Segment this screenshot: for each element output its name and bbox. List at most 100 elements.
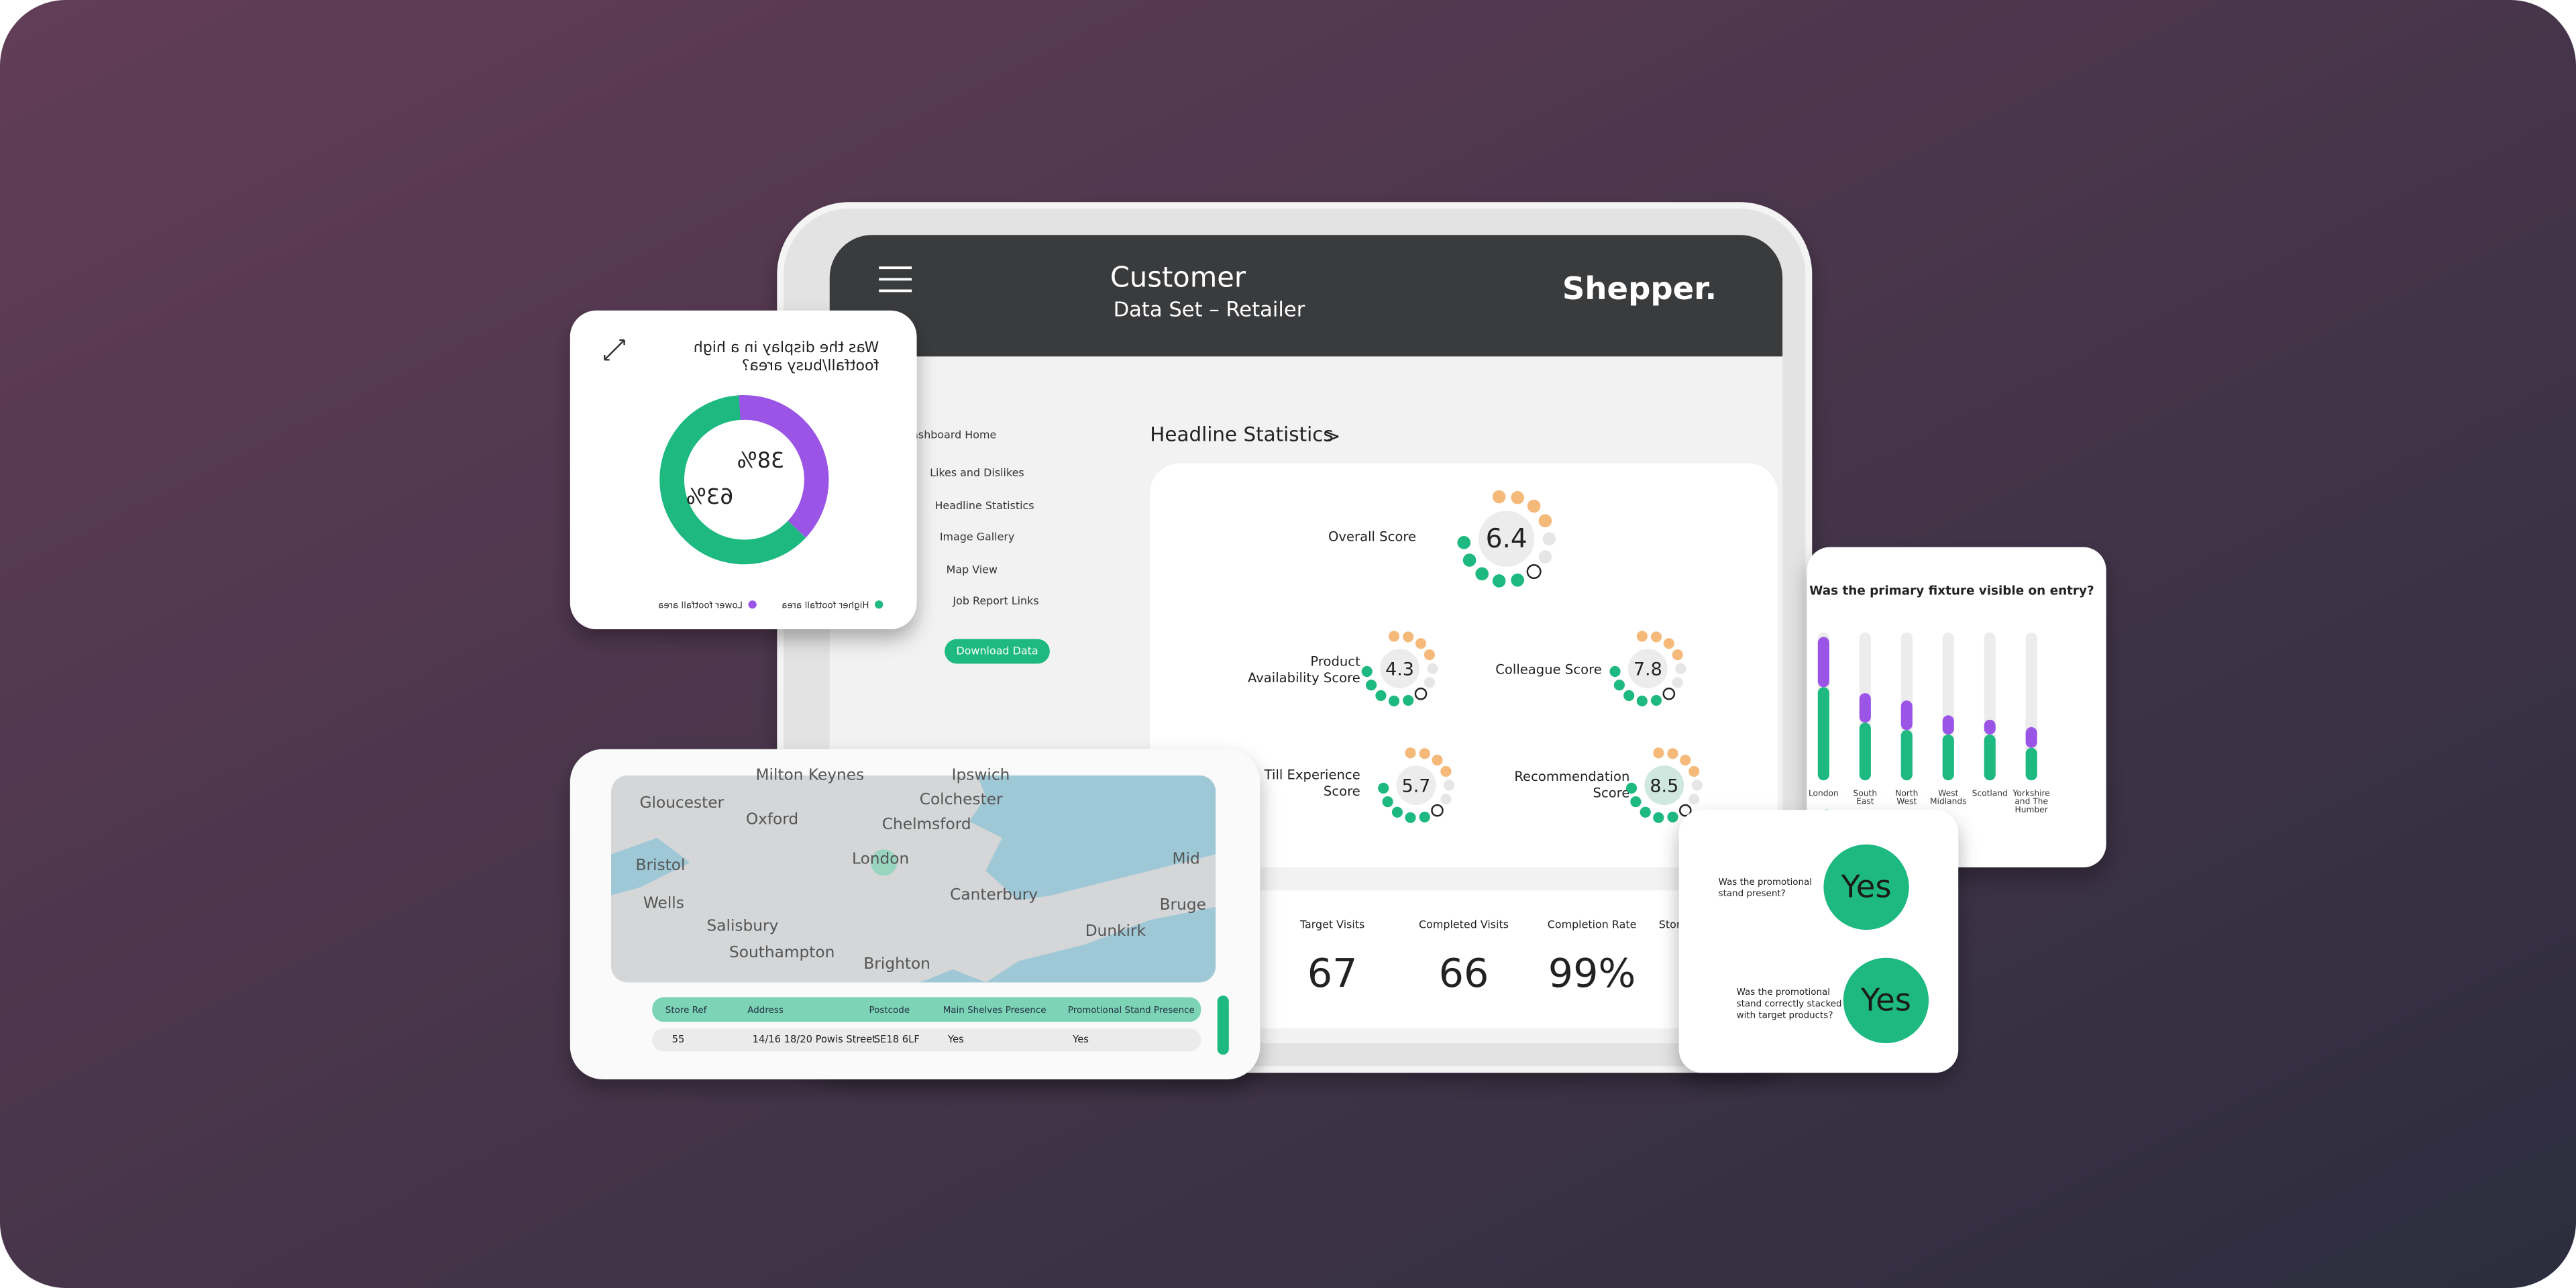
bar-category: West xyxy=(1938,788,1958,798)
table-header: Store Ref xyxy=(665,1006,707,1016)
gauge-dot xyxy=(1511,490,1524,504)
gauge-dot xyxy=(1636,631,1648,642)
table-header: Address xyxy=(747,1006,784,1016)
headline-chevron[interactable]: > xyxy=(1324,425,1341,447)
map-place: Gloucester xyxy=(640,794,724,812)
gauge-dot xyxy=(1492,490,1506,504)
map-place: Colchester xyxy=(920,790,1003,808)
gauge-dot xyxy=(1415,638,1427,649)
bars: London SouthEastNorthWestWestMidlandsScot… xyxy=(1809,632,2050,831)
nav-item: Image Gallery xyxy=(940,530,1015,543)
gauge-dot xyxy=(1388,631,1400,642)
bar-segment xyxy=(1817,687,1829,781)
gauge-center xyxy=(1627,649,1668,689)
donut-question: footfall/busy area? xyxy=(742,358,879,374)
gauge-dot xyxy=(1667,811,1678,823)
bar-card: Was the primary fixture visible on entry… xyxy=(1807,547,2106,868)
bar-category: London xyxy=(1809,788,1839,798)
gauge-dot xyxy=(1427,663,1438,674)
gauge-dot xyxy=(1432,755,1443,766)
download-button[interactable] xyxy=(945,639,1050,664)
gauge-dot xyxy=(1653,812,1664,823)
gauge-dot xyxy=(1511,573,1524,587)
gauge-dot xyxy=(1640,806,1651,818)
nav-item: Likes and Dislikes xyxy=(930,466,1024,479)
score-label: Overall Score xyxy=(1328,529,1416,544)
gauge-dot xyxy=(1527,499,1541,513)
gauge-dot xyxy=(1650,631,1662,643)
legend-dot xyxy=(748,600,757,609)
donut-segment xyxy=(659,394,806,565)
gauge-dot xyxy=(1419,811,1430,823)
gauge-dot xyxy=(1667,748,1678,759)
bar-category: Midlands xyxy=(1930,797,1967,806)
gauge-dot xyxy=(1405,812,1416,823)
yes-question: Was the promotional xyxy=(1719,877,1812,888)
donut-question: Was the display in a high xyxy=(694,339,879,356)
gauge-dot xyxy=(1650,694,1662,706)
score-label: Colleague Score xyxy=(1495,662,1602,678)
map-place: Mid xyxy=(1173,849,1200,867)
score-label: Product xyxy=(1310,653,1360,669)
stats: Target Visits 67 Completed Visits 66 Complet… xyxy=(1299,918,1693,996)
table-cell: 55 xyxy=(672,1034,685,1045)
gauge-dot xyxy=(1672,677,1683,688)
map-place: Chelmsford xyxy=(882,815,971,833)
headline-title: Headline Statistics xyxy=(1150,423,1333,445)
gauge-dot xyxy=(1538,514,1552,528)
legend-dot xyxy=(875,600,883,609)
donut-segment xyxy=(739,394,829,538)
yes-answer: Yes xyxy=(1860,981,1911,1018)
bar-category: Yorkshire xyxy=(2012,788,2050,798)
donut-label: 63% xyxy=(686,484,734,509)
nav-item: Job Report Links xyxy=(952,594,1038,607)
score-value: 6.4 xyxy=(1486,524,1527,554)
table-header: Main Shelves Presence xyxy=(943,1006,1046,1016)
bar-card-title: Was the primary fixture visible on entry… xyxy=(1809,584,2094,598)
gauge-dot xyxy=(1431,804,1444,817)
score-value: 8.5 xyxy=(1650,776,1678,797)
legend-label: Higher footfall area xyxy=(782,600,869,610)
menu-icon[interactable] xyxy=(879,266,912,292)
header-title: Customer xyxy=(1110,260,1246,293)
map-place: Bruge xyxy=(1160,896,1206,914)
gauge-dot xyxy=(1653,747,1664,759)
table-cell: 14/16 18/20 Powis Street xyxy=(753,1034,877,1045)
score-card xyxy=(1150,463,1778,868)
bar-category: Humber xyxy=(2015,805,2049,814)
map-place: Dunkirk xyxy=(1085,922,1146,940)
score-value: 7.8 xyxy=(1633,659,1662,680)
gauge-dot xyxy=(1375,690,1387,701)
map-place: Southampton xyxy=(729,943,835,961)
gauge-dot xyxy=(1675,663,1686,674)
bar-category: Scotland xyxy=(1972,788,2008,798)
gauge-dot xyxy=(1678,804,1692,817)
header-subtitle: Data Set – Retailer xyxy=(1114,298,1305,321)
header-bar xyxy=(829,235,1783,357)
gauge-center xyxy=(1380,649,1419,689)
table-cell: Yes xyxy=(947,1034,964,1045)
bar-segment xyxy=(1817,637,1829,688)
gauge-dot xyxy=(1623,690,1635,701)
expand-icon[interactable] xyxy=(604,339,625,361)
gauge-dot xyxy=(1440,794,1452,805)
gauge-center xyxy=(1644,765,1684,805)
gauge-dot xyxy=(1419,748,1430,759)
gauge-dot xyxy=(1625,782,1638,794)
score-label: Recommendation xyxy=(1514,769,1629,784)
gauge-dot xyxy=(1388,695,1400,707)
gauge-dot xyxy=(1492,574,1506,588)
score-value: 5.7 xyxy=(1402,776,1431,797)
score-label: Score xyxy=(1593,785,1630,800)
gauge-dot xyxy=(1443,780,1455,791)
donut-card: Was the display in a high footfall/busy a… xyxy=(570,310,917,629)
scrollbar[interactable] xyxy=(1217,996,1229,1055)
gauge-dot xyxy=(1680,755,1691,766)
bar-segment xyxy=(1942,734,1954,781)
gauge-dot xyxy=(1424,649,1436,661)
map-place: Canterbury xyxy=(950,885,1038,904)
yes-badge xyxy=(1823,844,1909,930)
